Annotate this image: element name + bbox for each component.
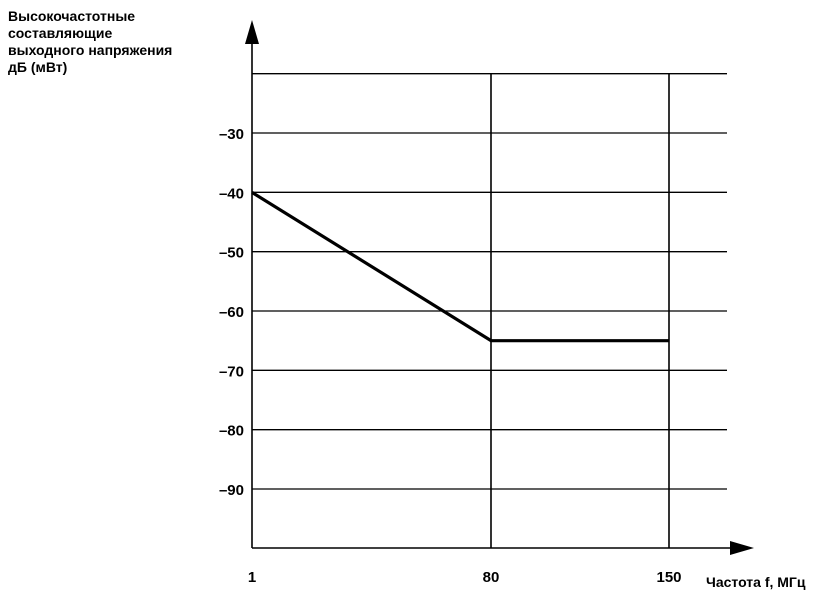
y-tick-label: –50 [219, 245, 244, 262]
y-tick-label: –70 [219, 363, 244, 380]
y-axis-arrow [245, 20, 259, 44]
y-axis-label: Высокочастотные составляющие выходного н… [8, 8, 173, 75]
y-tick-label: –30 [219, 126, 244, 143]
series-line [251, 190, 669, 343]
y-tick-label: –90 [219, 482, 244, 499]
y-tick-label: –80 [219, 423, 244, 440]
x-axis-label: Частота f, МГц [706, 574, 806, 590]
x-tick-label: 1 [248, 569, 256, 586]
x-axis-arrow [730, 541, 754, 555]
x-tick-label: 80 [483, 569, 500, 586]
x-tick-label: 150 [656, 569, 681, 586]
y-tick-label: –60 [219, 304, 244, 321]
y-tick-label: –40 [219, 185, 244, 202]
